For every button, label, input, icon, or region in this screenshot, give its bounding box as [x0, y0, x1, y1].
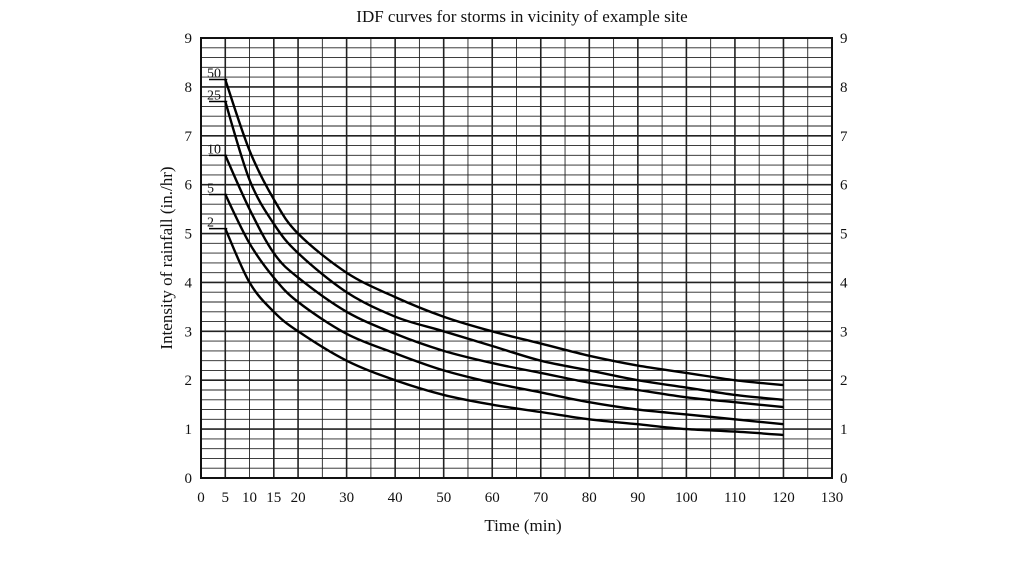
return-period-label-25: 25 — [207, 89, 221, 104]
y-tick-label: 1 — [185, 422, 193, 438]
y-tick-label-right: 9 — [840, 31, 848, 47]
y-tick-label-right: 8 — [840, 80, 848, 96]
x-tick-label: 110 — [724, 490, 746, 506]
y-tick-label-right: 3 — [840, 324, 848, 340]
x-tick-label: 80 — [582, 490, 597, 506]
y-tick-label-right: 7 — [840, 129, 848, 145]
y-tick-label-right: 0 — [840, 471, 848, 487]
y-tick-label: 5 — [185, 227, 193, 243]
x-tick-label: 60 — [485, 490, 500, 506]
y-tick-label: 7 — [185, 129, 193, 145]
series-line-2-year — [224, 228, 784, 437]
x-tick-label: 30 — [339, 490, 354, 506]
y-axis-label: Intensity of rainfall (in./hr) — [157, 166, 176, 349]
x-tick-label: 40 — [388, 490, 403, 506]
grid — [201, 38, 832, 478]
y-axis-left: 0 1 2 3 4 5 6 7 8 9 — [185, 31, 193, 487]
x-axis: 0 5 10 15 20 30 40 50 60 70 80 90 100 110 120 130 — [197, 490, 843, 506]
return-period-label-2: 2 — [207, 216, 214, 231]
y-axis-right: 0 1 2 3 4 5 6 7 8 9 — [840, 31, 848, 487]
y-tick-label: 4 — [185, 275, 193, 291]
x-tick-label: 5 — [222, 490, 230, 506]
x-tick-label: 100 — [675, 490, 698, 506]
return-period-label-5: 5 — [207, 181, 214, 196]
return-period-labels: 50 25 10 5 2 — [207, 67, 228, 231]
return-period-label-10: 10 — [207, 142, 221, 157]
y-tick-label: 9 — [185, 31, 193, 47]
x-tick-label: 10 — [242, 490, 257, 506]
chart-title: IDF curves for storms in vicinity of exa… — [356, 7, 687, 26]
x-tick-label: 15 — [266, 490, 281, 506]
x-tick-label: 130 — [821, 490, 844, 506]
plot-frame — [200, 37, 833, 479]
x-tick-label: 120 — [772, 490, 795, 506]
x-tick-label: 50 — [436, 490, 451, 506]
y-tick-label: 0 — [185, 471, 193, 487]
series-group — [224, 79, 784, 437]
return-period-label-50: 50 — [207, 67, 221, 82]
y-tick-label-right: 1 — [840, 422, 848, 438]
y-tick-label-right: 5 — [840, 227, 848, 243]
series-line-5-year — [224, 193, 784, 426]
y-tick-label: 6 — [185, 178, 193, 194]
y-tick-label-right: 4 — [840, 275, 848, 291]
y-tick-label-right: 6 — [840, 178, 848, 194]
x-tick-label: 90 — [630, 490, 645, 506]
series-line-50-year — [224, 79, 784, 387]
y-tick-label: 2 — [185, 373, 193, 389]
x-tick-label: 70 — [533, 490, 548, 506]
y-tick-label: 3 — [185, 324, 193, 340]
y-tick-label-right: 2 — [840, 373, 848, 389]
x-axis-label: Time (min) — [484, 516, 561, 535]
series-line-25-year — [224, 101, 784, 401]
y-tick-label: 8 — [185, 80, 193, 96]
series-line-10-year — [224, 154, 784, 409]
x-tick-label: 0 — [197, 490, 205, 506]
x-tick-label: 20 — [291, 490, 306, 506]
